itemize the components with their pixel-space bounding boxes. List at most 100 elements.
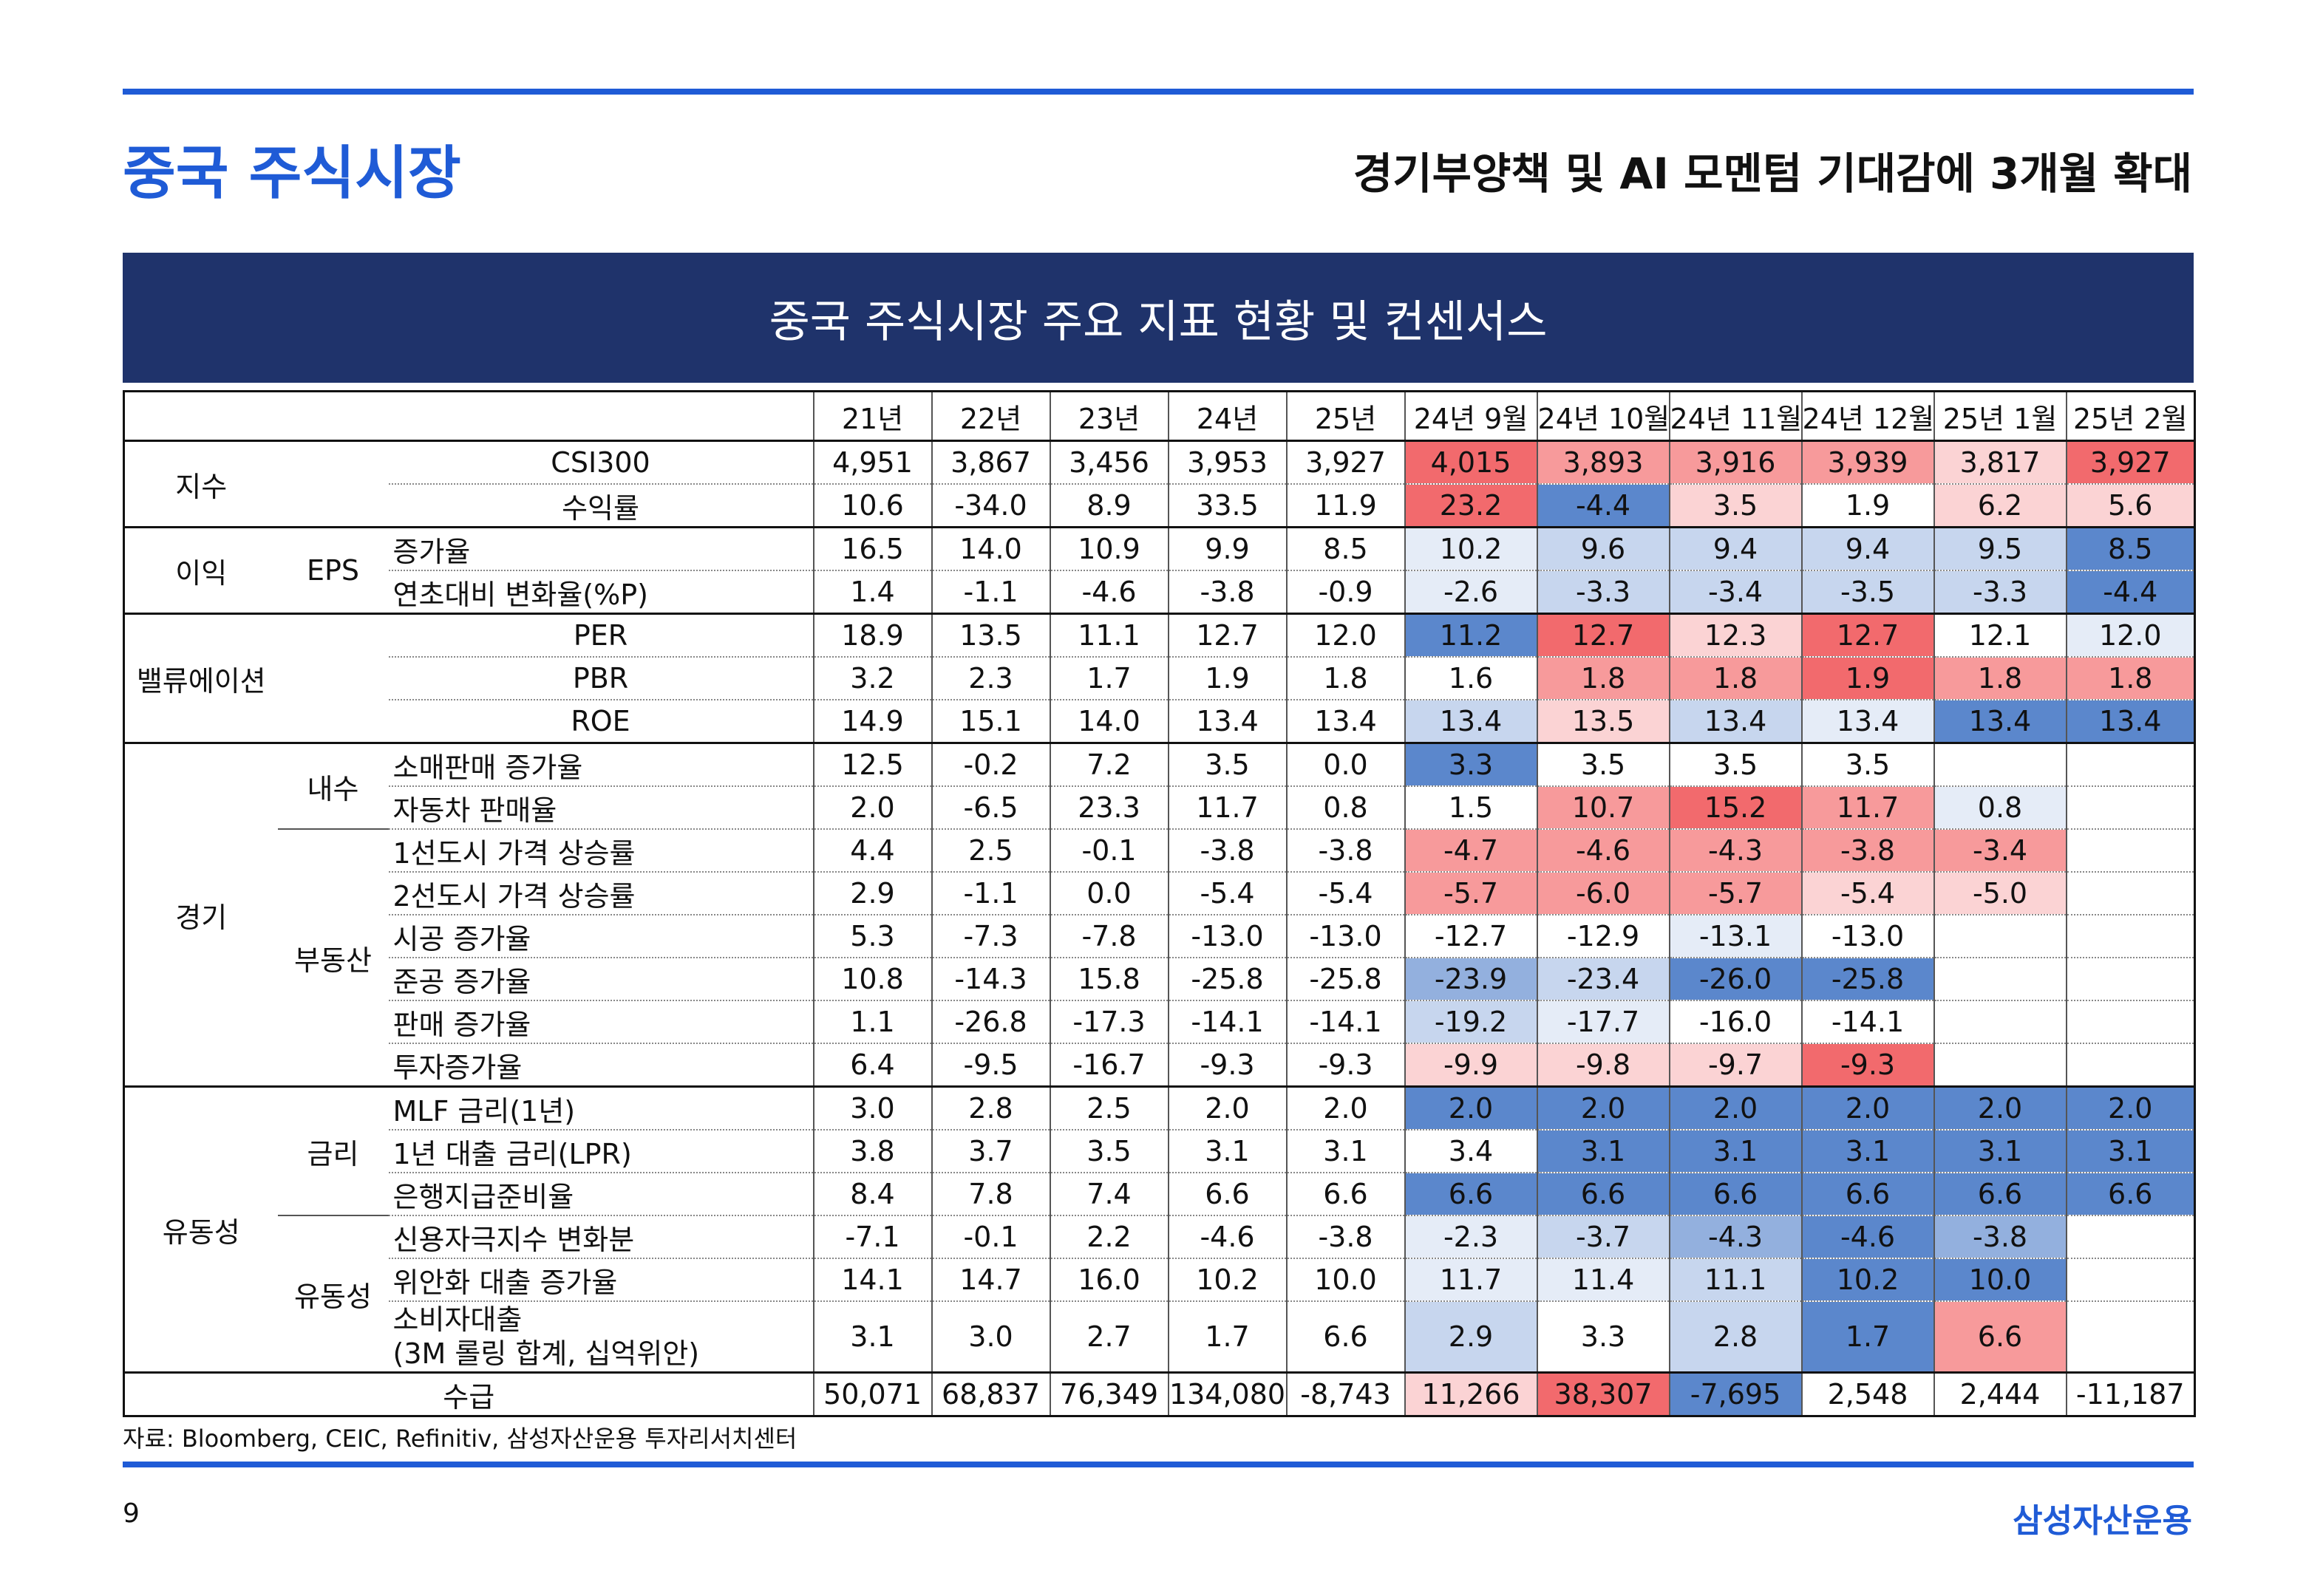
table-row: 수급 50,071 68,837 76,349 134,080 -8,743 11,266 3… <box>122 1372 2197 1417</box>
value-cell: -4.6 <box>1049 570 1169 615</box>
value-cell: 11.9 <box>1285 484 1406 528</box>
value-cell: 2.8 <box>1668 1301 1803 1374</box>
value-cell: 8.9 <box>1049 484 1169 528</box>
row-category-label: 경기 <box>123 743 278 1088</box>
value-cell: 3.1 <box>1167 1130 1288 1173</box>
value-cell: 3.1 <box>2065 1130 2197 1173</box>
value-cell: 6.6 <box>1285 1301 1406 1374</box>
value-cell: 3.1 <box>1285 1130 1406 1173</box>
value-cell: 8.5 <box>2065 527 2197 571</box>
value-cell: 3.2 <box>812 657 933 700</box>
value-cell: 2.9 <box>1404 1301 1538 1374</box>
value-cell: 10.2 <box>1404 527 1538 571</box>
value-cell: -6.0 <box>1536 872 1670 915</box>
value-cell: -1.1 <box>931 872 1051 915</box>
value-cell: 2.0 <box>1167 1086 1288 1130</box>
value-cell: 18.9 <box>812 613 933 658</box>
page-subtitle: 경기부양책 및 AI 모멘텀 기대감에 3개월 확대 <box>1353 149 2192 199</box>
value-cell: 3,456 <box>1049 440 1169 485</box>
value-cell: -16.7 <box>1049 1043 1169 1088</box>
value-cell: -4.6 <box>1536 829 1670 873</box>
value-cell: -16.0 <box>1668 1000 1803 1044</box>
table-row: 부동산 1선도시 가격 상승률 4.4 2.5 -0.1 -3.8 -3.8 -4.7 -4.6… <box>124 829 2197 1088</box>
value-cell: 2.9 <box>812 872 933 915</box>
value-cell: -4.6 <box>1800 1215 1935 1259</box>
value-cell: -7.1 <box>812 1215 933 1259</box>
value-cell: 13.4 <box>1167 700 1288 744</box>
value-cell: 1.1 <box>812 1000 933 1044</box>
value-cell: 6.6 <box>1285 1173 1406 1216</box>
value-cell <box>2065 1215 2197 1259</box>
header-label-blank <box>122 390 814 442</box>
value-cell: 3.0 <box>931 1301 1051 1374</box>
value-cell: 1.5 <box>1404 786 1538 830</box>
value-cell: 6.6 <box>1668 1173 1803 1216</box>
brand-logo-text: 삼성자산운용 <box>2013 1502 2192 1540</box>
value-cell: -25.8 <box>1285 958 1406 1001</box>
value-cell: 0.8 <box>1285 786 1406 830</box>
value-cell: -26.8 <box>931 1000 1051 1044</box>
row-subcategory-label: EPS <box>277 527 389 615</box>
value-cell: 1.8 <box>1285 657 1406 700</box>
table-row: 유동성 신용자극지수 변화분 -7.1 -0.1 2.2 -4.6 -3.8 -2.3 -3.7… <box>124 1215 2197 1374</box>
value-cell: 10.2 <box>1167 1258 1288 1302</box>
value-cell: 2.0 <box>2065 1086 2197 1130</box>
table-row: 1년 대출 금리(LPR) 3.8 3.7 3.5 3.1 3.1 3.4 3.1 3.1 3.1… <box>124 1130 2197 1173</box>
table-row: 은행지급준비율 8.4 7.8 7.4 6.6 6.6 6.6 6.6 6.6 6.6 6.6 6.6 <box>124 1173 2197 1216</box>
value-cell: 6.2 <box>1933 484 2067 528</box>
column-header: 24년 11월 <box>1668 390 1803 442</box>
row-subcategory-label <box>277 613 389 744</box>
value-cell: 0.0 <box>1285 743 1406 787</box>
value-cell: 13.4 <box>1285 700 1406 744</box>
value-cell: 2.8 <box>931 1086 1051 1130</box>
value-cell: 3.5 <box>1536 743 1670 787</box>
row-subcategory-label: 금리 <box>277 1086 389 1216</box>
row-category-label: 이익 <box>123 527 278 615</box>
value-cell: 2.0 <box>1285 1086 1406 1130</box>
value-cell: 12.0 <box>1285 613 1406 658</box>
table-row: 수익률 10.6 -34.0 8.9 33.5 11.9 23.2 -4.4 3.5 1.9 6.2… <box>124 484 2197 528</box>
value-cell: 23.3 <box>1049 786 1169 830</box>
value-cell: 13.4 <box>1933 700 2067 744</box>
value-cell: -5.4 <box>1285 872 1406 915</box>
value-cell: -9.3 <box>1167 1043 1288 1088</box>
row-item-label: 2선도시 가격 상승률 <box>388 872 814 915</box>
value-cell: -9.8 <box>1536 1043 1670 1088</box>
value-cell: 14.0 <box>1049 700 1169 744</box>
value-cell: 12.1 <box>1933 613 2067 658</box>
value-cell: 2,548 <box>1800 1372 1935 1417</box>
value-cell: 13.4 <box>1800 700 1935 744</box>
row-subcategory-label: 부동산 <box>277 829 389 1088</box>
value-cell: 68,837 <box>931 1372 1051 1417</box>
table-header-row: 21년 22년 23년 24년 25년 24년 9월 24년 10월 24년 11월 24년 1… <box>122 390 2197 442</box>
value-cell: 12.7 <box>1800 613 1935 658</box>
value-cell: 11.1 <box>1049 613 1169 658</box>
value-cell: 3,916 <box>1668 440 1803 485</box>
row-item-label: ROE <box>388 700 814 744</box>
value-cell: 6.6 <box>1933 1301 2067 1374</box>
value-cell: -7,695 <box>1668 1372 1803 1417</box>
row-category-label: 수급 <box>122 1372 814 1417</box>
value-cell <box>2065 1301 2197 1374</box>
value-cell: 10.8 <box>812 958 933 1001</box>
value-cell: -4.6 <box>1167 1215 1288 1259</box>
value-cell: 33.5 <box>1167 484 1288 528</box>
row-category-label: 밸류에이션 <box>123 613 278 744</box>
value-cell: 13.4 <box>2065 700 2197 744</box>
value-cell: -3.5 <box>1800 570 1935 615</box>
table-row: ROE 14.9 15.1 14.0 13.4 13.4 13.4 13.5 13.4 13.4 1… <box>124 700 2197 744</box>
value-cell: 13.4 <box>1404 700 1538 744</box>
value-cell: 13.5 <box>1536 700 1670 744</box>
value-cell: 76,349 <box>1049 1372 1169 1417</box>
value-cell: 12.5 <box>812 743 933 787</box>
row-item-label: 준공 증가율 <box>388 958 814 1001</box>
value-cell: -0.9 <box>1285 570 1406 615</box>
table-row: PBR 3.2 2.3 1.7 1.9 1.8 1.6 1.8 1.8 1.9 1.8 1.8 <box>124 657 2197 700</box>
row-item-label: 시공 증가율 <box>388 915 814 958</box>
value-cell: -25.8 <box>1800 958 1935 1001</box>
value-cell: 0.8 <box>1933 786 2067 830</box>
value-cell: 3.5 <box>1167 743 1288 787</box>
value-cell: -34.0 <box>931 484 1051 528</box>
table-row: 시공 증가율 5.3 -7.3 -7.8 -13.0 -13.0 -12.7 -12.9 -13… <box>124 915 2197 958</box>
value-cell: 3,927 <box>1285 440 1406 485</box>
